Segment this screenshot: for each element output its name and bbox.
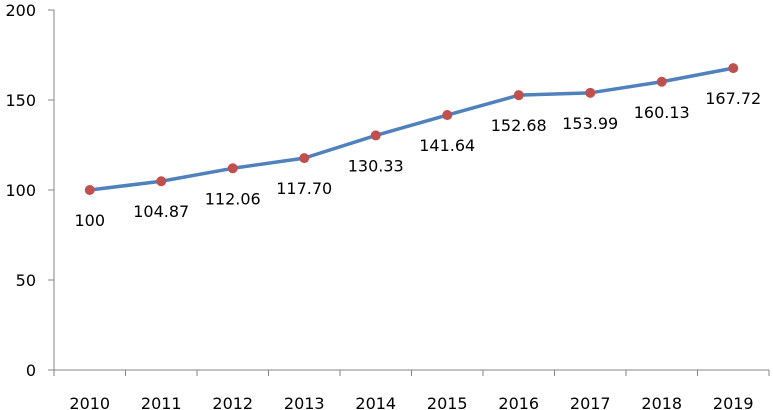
data-point bbox=[370, 130, 381, 141]
x-tick-label: 2010 bbox=[69, 394, 110, 410]
data-point bbox=[227, 163, 238, 174]
y-tick-label: 100 bbox=[5, 181, 36, 200]
data-point bbox=[299, 153, 310, 164]
x-tick-label: 2011 bbox=[141, 394, 182, 410]
data-label: 167.72 bbox=[705, 89, 761, 108]
y-tick-label: 50 bbox=[16, 271, 36, 290]
x-tick-label: 2018 bbox=[641, 394, 682, 410]
data-label: 153.99 bbox=[562, 114, 618, 133]
x-tick-label: 2017 bbox=[570, 394, 611, 410]
series-line bbox=[89, 66, 734, 192]
x-tick-label: 2014 bbox=[355, 394, 396, 410]
y-tick-label: 200 bbox=[5, 1, 36, 20]
x-tick-label: 2016 bbox=[498, 394, 539, 410]
data-label: 152.68 bbox=[491, 116, 547, 135]
data-point bbox=[156, 176, 167, 187]
data-label: 104.87 bbox=[133, 202, 189, 221]
data-point bbox=[656, 76, 667, 87]
y-tick-label: 150 bbox=[5, 91, 36, 110]
data-markers bbox=[84, 63, 739, 195]
x-tick-label: 2015 bbox=[427, 394, 468, 410]
data-label: 130.33 bbox=[348, 156, 404, 175]
data-label: 117.70 bbox=[276, 179, 332, 198]
data-labels: 100 104.87 112.06 117.70 130.33 141.64 152.68 1… bbox=[74, 89, 761, 230]
data-point bbox=[513, 90, 524, 101]
data-label: 100 bbox=[74, 211, 105, 230]
data-point bbox=[728, 63, 739, 74]
data-label: 141.64 bbox=[419, 136, 475, 155]
y-tick-label: 0 bbox=[26, 361, 36, 380]
series-polyline bbox=[89, 66, 734, 192]
data-label: 160.13 bbox=[634, 103, 690, 122]
x-axis: 2010 2011 2012 2013 2014 2015 2016 2017 2018 2019 bbox=[53, 369, 770, 410]
data-point bbox=[84, 185, 95, 195]
y-axis: 0 50 100 150 200 bbox=[5, 1, 55, 380]
x-tick-label: 2019 bbox=[713, 394, 754, 410]
data-label: 112.06 bbox=[205, 189, 261, 208]
data-point bbox=[585, 87, 596, 98]
x-tick-label: 2012 bbox=[212, 394, 253, 410]
x-tick-label: 2013 bbox=[284, 394, 325, 410]
data-point bbox=[442, 110, 453, 121]
